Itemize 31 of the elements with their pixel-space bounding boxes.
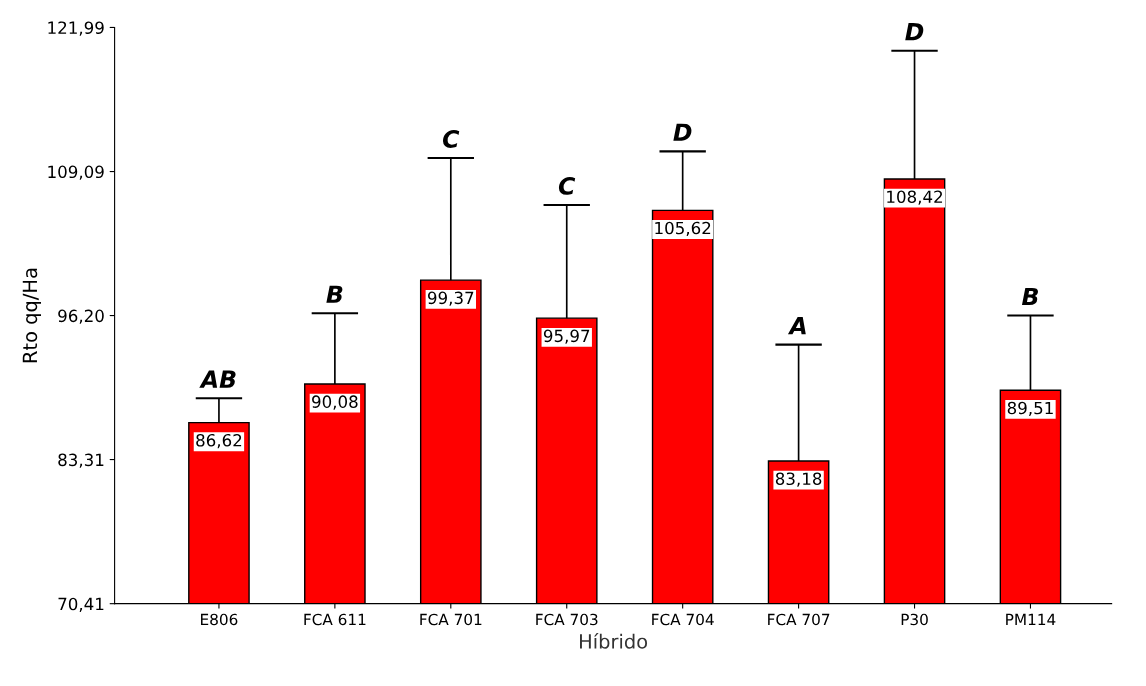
- x-tick-label: FCA 703: [536, 613, 598, 626]
- annotation: A: [787, 316, 806, 335]
- data-label: 89,51: [1007, 401, 1053, 417]
- x-tick-label: FCA 611: [304, 613, 366, 626]
- annotation: D: [673, 123, 692, 141]
- x-tick-label: FCA 701: [420, 613, 482, 626]
- x-tick-label: FCA 704: [652, 613, 714, 626]
- annotation: B: [1021, 287, 1038, 306]
- annotation: D: [905, 23, 924, 41]
- data-label: 105,62: [655, 221, 711, 237]
- y-tick-label: 70,41: [58, 597, 104, 612]
- annotation: C: [558, 176, 576, 195]
- y-tick-label: 121,99: [48, 21, 104, 36]
- y-tick-label: 83,31: [58, 453, 104, 468]
- data-label: 90,08: [312, 395, 358, 410]
- x-tick-label: E806: [201, 613, 238, 626]
- x-axis-title: Híbrido: [580, 632, 648, 649]
- y-axis-title: Rto qq/Ha: [22, 268, 41, 363]
- x-tick-label: FCA 707: [768, 613, 830, 626]
- y-tick-label: 109,09: [48, 165, 104, 180]
- data-label: 86,62: [196, 433, 242, 449]
- x-tick-label: P30: [901, 613, 928, 626]
- y-tick-label: 96,20: [58, 309, 104, 324]
- x-tick-label: PM114: [1006, 613, 1056, 626]
- annotation: C: [442, 130, 460, 148]
- data-label: 95,97: [543, 329, 590, 344]
- annotation: B: [326, 285, 343, 303]
- data-label: 83,18: [775, 472, 822, 487]
- data-label: 99,37: [428, 291, 474, 306]
- data-label: 108,42: [887, 190, 943, 205]
- annotation: AB: [199, 370, 236, 388]
